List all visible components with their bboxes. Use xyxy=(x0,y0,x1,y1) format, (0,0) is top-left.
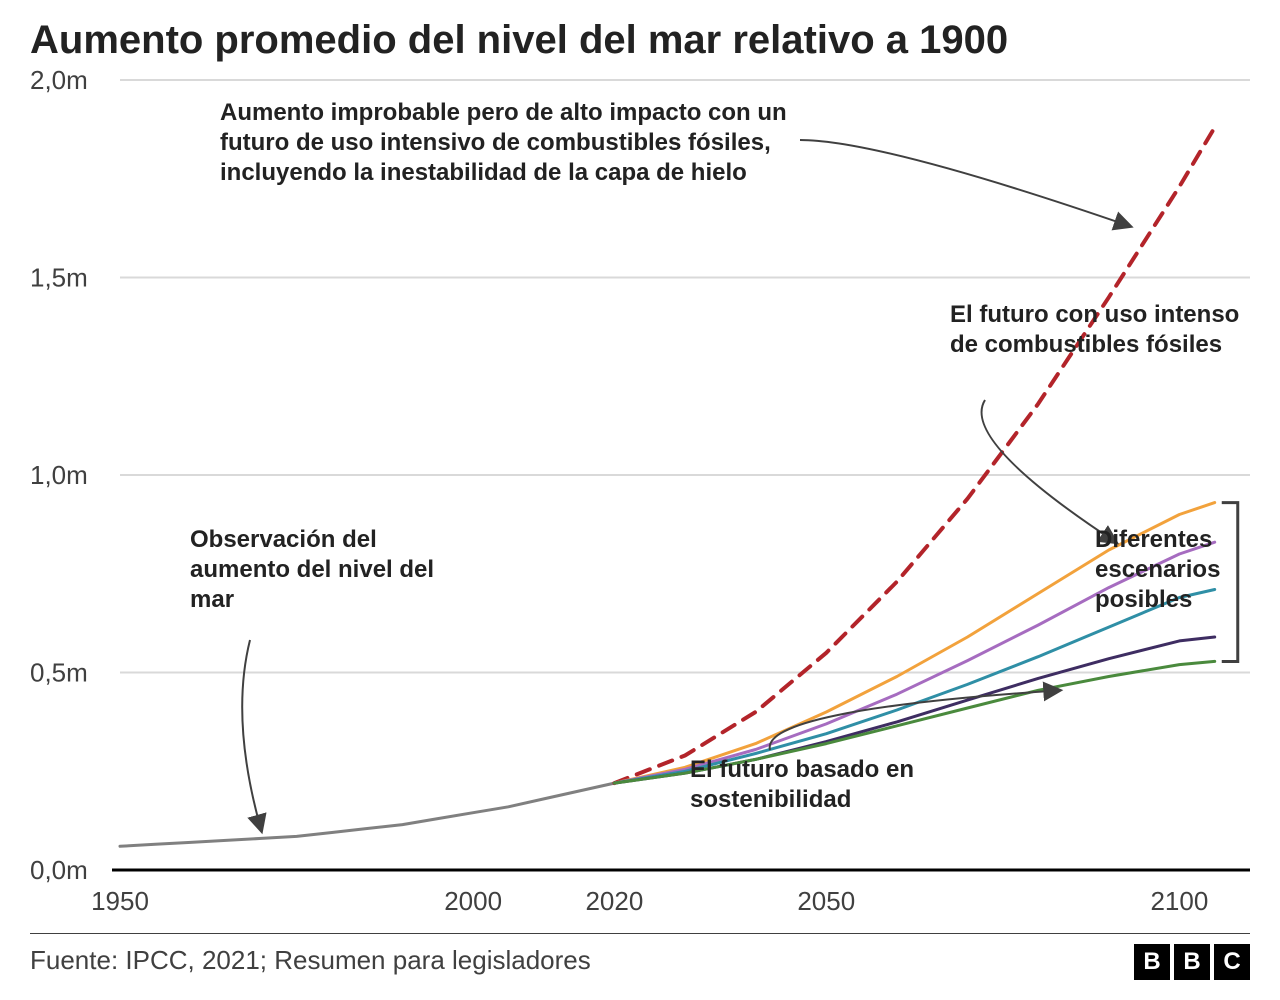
annot-high-impact: Aumento improbable pero de alto impacto … xyxy=(220,98,800,188)
chart-container: Aumento promedio del nivel del mar relat… xyxy=(0,0,1280,1000)
bbc-logo-block: B xyxy=(1174,944,1210,980)
annot-fossil: El futuro con uso intenso de combustible… xyxy=(950,300,1250,360)
y-axis-labels: 0,0m 0,5m 1,0m 1,5m 2,0m xyxy=(30,65,88,885)
svg-text:0,0m: 0,0m xyxy=(30,855,88,885)
annot-sustainable: El futuro basado en sostenibilidad xyxy=(690,755,990,815)
chart-title: Aumento promedio del nivel del mar relat… xyxy=(30,18,1008,63)
bbc-logo-block: B xyxy=(1134,944,1170,980)
leader-lines xyxy=(242,140,1130,830)
footer-rule xyxy=(30,933,1250,934)
svg-text:2,0m: 2,0m xyxy=(30,65,88,95)
annot-observed: Observación del aumento del nivel del ma… xyxy=(190,525,450,615)
svg-text:1,0m: 1,0m xyxy=(30,460,88,490)
svg-text:0,5m: 0,5m xyxy=(30,658,88,688)
bbc-logo-block: C xyxy=(1214,944,1250,980)
source-text: Fuente: IPCC, 2021; Resumen para legisla… xyxy=(30,945,591,976)
annot-scenarios: Diferentes escenarios posibles xyxy=(1095,525,1275,615)
series-observed xyxy=(120,783,614,846)
svg-text:1,5m: 1,5m xyxy=(30,263,88,293)
x-axis-labels: 1950 2000 2020 2050 2100 xyxy=(91,886,1208,916)
bbc-logo: B B C xyxy=(1134,944,1250,980)
svg-text:2100: 2100 xyxy=(1150,886,1208,916)
svg-text:2020: 2020 xyxy=(585,886,643,916)
svg-text:2000: 2000 xyxy=(444,886,502,916)
svg-text:1950: 1950 xyxy=(91,886,149,916)
series-group xyxy=(120,127,1215,846)
svg-text:2050: 2050 xyxy=(797,886,855,916)
